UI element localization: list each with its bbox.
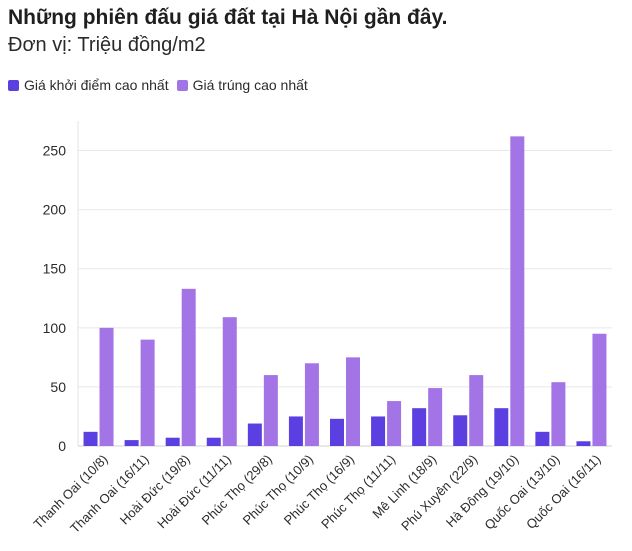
x-tick-label: Thanh Oai (10/8) <box>31 452 111 532</box>
legend-swatch-winning-price <box>176 79 188 91</box>
x-tick-label: Phúc Thọ (11/11) <box>318 452 398 532</box>
bar-winning-price <box>592 333 607 446</box>
bar-start-price <box>494 408 509 446</box>
bar-start-price <box>453 415 468 446</box>
x-tick-label: Phúc Thọ (10/9) <box>240 452 316 528</box>
x-tick-label: Hoài Đức (19/8) <box>117 452 193 528</box>
bar-start-price <box>247 423 262 446</box>
x-tick-label: Quốc Oai (13/10) <box>481 452 562 533</box>
chart-subtitle: Đơn vị: Triệu đồng/m2 <box>8 34 206 56</box>
bar-start-price <box>165 437 180 446</box>
y-tick-label: 50 <box>50 379 66 395</box>
bar-start-price <box>206 437 221 446</box>
bar-winning-price <box>263 375 278 446</box>
bar-start-price <box>412 408 427 446</box>
x-tick-label: Hoài Đức (11/11) <box>154 452 234 532</box>
bar-winning-price <box>140 339 155 446</box>
bar-winning-price <box>304 363 319 446</box>
bar-start-price <box>535 431 550 446</box>
bar-winning-price <box>181 288 196 446</box>
bar-winning-price <box>469 375 484 446</box>
bar-start-price <box>288 416 303 446</box>
y-tick-label: 100 <box>43 320 67 336</box>
y-tick-label: 200 <box>43 202 67 218</box>
bar-winning-price <box>428 388 443 446</box>
x-tick-label: Phúc Thọ (16/9) <box>281 452 357 528</box>
x-tick-label: Phú Xuyên (22/9) <box>398 452 480 534</box>
legend-label-start-price: Giá khởi điểm cao nhất <box>24 77 169 93</box>
legend-label-winning-price: Giá trúng cao nhất <box>192 77 308 93</box>
bar-winning-price <box>387 401 402 446</box>
x-tick-label: Hà Đông (19/10) <box>443 452 522 531</box>
legend-item-winning-price: Giá trúng cao nhất <box>176 77 308 93</box>
y-tick-label: 150 <box>43 261 67 277</box>
bar-start-price <box>576 441 591 446</box>
legend-swatch-start-price <box>8 79 19 91</box>
chart-title: Những phiên đấu giá đất tại Hà Nội gần đ… <box>8 6 448 29</box>
x-tick-label: Phúc Thọ (29/8) <box>199 452 275 528</box>
x-tick-label: Quốc Oai (16/11) <box>523 452 603 532</box>
bar-start-price <box>371 416 386 446</box>
bar-winning-price <box>346 357 360 446</box>
bar-winning-price <box>99 327 114 446</box>
bar-winning-price <box>510 136 525 446</box>
bar-start-price <box>83 431 98 446</box>
y-tick-label: 250 <box>43 143 67 159</box>
bar-winning-price <box>222 317 237 446</box>
bar-start-price <box>330 418 344 446</box>
legend: Giá khởi điểm cao nhất Giá trúng cao nhấ… <box>8 77 316 93</box>
y-tick-label: 0 <box>58 438 66 454</box>
legend-item-start-price: Giá khởi điểm cao nhất <box>8 77 169 93</box>
bar-winning-price <box>551 382 566 446</box>
bar-start-price <box>124 440 139 446</box>
